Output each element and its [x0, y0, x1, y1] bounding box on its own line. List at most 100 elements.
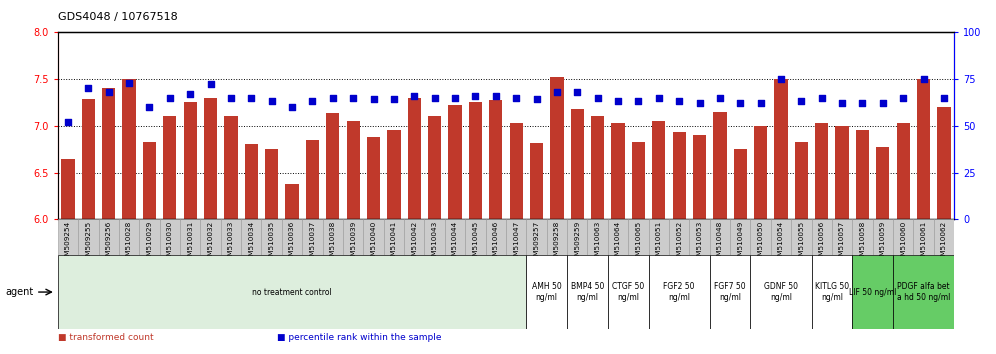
Bar	[262, 219, 282, 255]
Bar	[913, 219, 934, 255]
Text: GSM510058: GSM510058	[860, 221, 866, 265]
Bar	[730, 219, 750, 255]
Text: GSM510031: GSM510031	[187, 221, 193, 265]
Text: GSM510029: GSM510029	[146, 221, 152, 265]
Text: no treatment control: no treatment control	[252, 287, 332, 297]
Bar	[812, 255, 853, 329]
Text: CTGF 50
ng/ml: CTGF 50 ng/ml	[613, 282, 644, 302]
Point	[467, 93, 483, 98]
Text: GSM510038: GSM510038	[330, 221, 336, 265]
Bar	[648, 219, 669, 255]
Bar	[469, 102, 482, 219]
Text: GSM510055: GSM510055	[799, 221, 805, 265]
Bar	[631, 142, 645, 219]
Bar	[78, 219, 99, 255]
Bar	[465, 219, 486, 255]
Point	[325, 95, 341, 101]
Text: GSM510033: GSM510033	[228, 221, 234, 265]
Bar	[424, 219, 445, 255]
Bar	[893, 255, 954, 329]
Text: GDNF 50
ng/ml: GDNF 50 ng/ml	[764, 282, 798, 302]
Text: GSM509257: GSM509257	[534, 221, 540, 265]
Bar	[387, 130, 400, 219]
Bar	[282, 219, 302, 255]
Bar	[795, 142, 808, 219]
Bar	[241, 219, 262, 255]
Point	[386, 97, 402, 102]
Text: GSM510035: GSM510035	[269, 221, 275, 265]
Bar	[608, 219, 628, 255]
Bar	[832, 219, 853, 255]
Point	[284, 104, 300, 110]
Text: GSM510028: GSM510028	[126, 221, 132, 265]
Bar	[123, 79, 135, 219]
Bar	[489, 100, 502, 219]
Bar	[302, 219, 323, 255]
Point	[570, 89, 586, 95]
Bar	[669, 219, 689, 255]
Bar	[689, 219, 710, 255]
Bar	[652, 121, 665, 219]
Point	[549, 89, 565, 95]
Bar	[383, 219, 404, 255]
Bar	[265, 149, 278, 219]
Bar	[872, 219, 893, 255]
Text: GSM510041: GSM510041	[390, 221, 397, 265]
Point	[81, 85, 97, 91]
Bar	[506, 219, 526, 255]
Bar	[526, 219, 547, 255]
Point	[773, 76, 789, 81]
Bar	[876, 147, 889, 219]
Text: GSM510043: GSM510043	[431, 221, 437, 265]
Bar	[774, 79, 788, 219]
Point	[264, 98, 280, 104]
Bar	[648, 255, 710, 329]
Bar	[812, 219, 832, 255]
Point	[855, 100, 871, 106]
Bar	[791, 219, 812, 255]
Bar	[364, 219, 383, 255]
Point	[835, 100, 851, 106]
Point	[691, 100, 707, 106]
Bar	[367, 137, 380, 219]
Bar	[853, 219, 872, 255]
Point	[426, 95, 442, 101]
Bar	[306, 140, 319, 219]
Text: GSM510030: GSM510030	[166, 221, 173, 265]
Bar	[571, 109, 584, 219]
Point	[223, 95, 239, 101]
Point	[590, 95, 606, 101]
Text: GSM510051: GSM510051	[655, 221, 661, 265]
Text: GSM510039: GSM510039	[351, 221, 357, 265]
Bar	[750, 255, 812, 329]
Text: GSM510065: GSM510065	[635, 221, 641, 265]
Point	[895, 95, 911, 101]
Bar	[404, 219, 424, 255]
Bar	[937, 107, 950, 219]
Point	[447, 95, 463, 101]
Bar	[710, 219, 730, 255]
Bar	[286, 184, 299, 219]
Bar	[896, 123, 910, 219]
Text: GSM510053: GSM510053	[696, 221, 702, 265]
Text: BMP4 50
ng/ml: BMP4 50 ng/ml	[571, 282, 605, 302]
Point	[529, 97, 545, 102]
Text: GSM509255: GSM509255	[86, 221, 92, 265]
Text: GSM510056: GSM510056	[819, 221, 825, 265]
Bar	[428, 116, 441, 219]
Point	[101, 89, 117, 95]
Text: GSM510047: GSM510047	[513, 221, 519, 265]
Text: GSM510057: GSM510057	[839, 221, 846, 265]
Point	[630, 98, 646, 104]
Point	[508, 95, 524, 101]
Text: GSM509256: GSM509256	[106, 221, 112, 265]
Bar	[934, 219, 954, 255]
Bar	[82, 99, 95, 219]
Bar	[183, 102, 197, 219]
Bar	[567, 255, 608, 329]
Point	[814, 95, 830, 101]
Text: GSM510060: GSM510060	[900, 221, 906, 265]
Text: GSM510042: GSM510042	[411, 221, 417, 265]
Bar	[893, 219, 913, 255]
Point	[346, 95, 362, 101]
